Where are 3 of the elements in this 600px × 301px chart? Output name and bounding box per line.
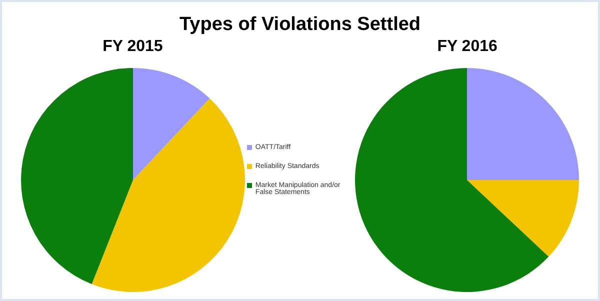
chart-subtitle: FY 2015 [102, 38, 163, 57]
chart-title: Types of Violations Settled [178, 14, 422, 37]
chart-subtitle: FY 2016 [437, 38, 498, 57]
